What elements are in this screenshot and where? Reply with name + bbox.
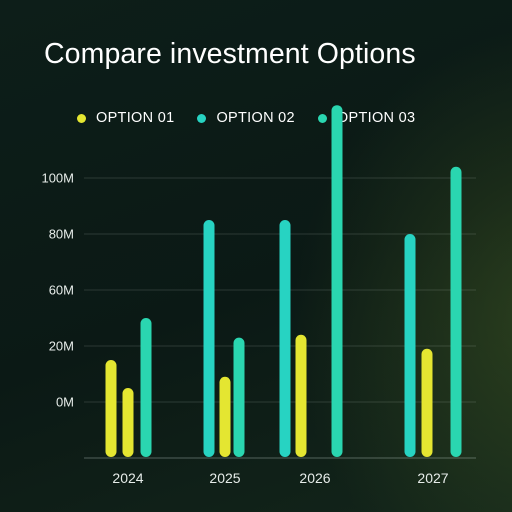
legend-dot-icon (77, 113, 86, 123)
bar-2027-option-01[interactable] (421, 348, 433, 457)
bar-2025-option-01[interactable] (219, 376, 231, 457)
legend-item-option-03[interactable]: OPTION 03 (317, 110, 416, 126)
legend-dot-icon (317, 113, 327, 123)
x-axis-category-labels: 2024 2025 2026 2027 (112, 470, 448, 486)
bar-2026-option-01[interactable] (295, 334, 307, 457)
y-axis-tick-labels: 100M 80M 60M 20M 0M (41, 171, 74, 410)
bars (105, 105, 462, 458)
legend-dot-icon (197, 113, 207, 123)
legend: OPTION 01 OPTION 02 OPTION 03 (77, 108, 438, 128)
y-tick-label: 60M (49, 283, 74, 298)
legend-label: OPTION 01 (96, 110, 175, 126)
y-tick-label: 80M (49, 227, 74, 242)
bar-2024-option-01[interactable] (105, 360, 117, 457)
x-category-label: 2024 (112, 470, 143, 486)
bar-2024-option-01[interactable] (122, 388, 134, 457)
legend-item-option-02[interactable]: OPTION 02 (197, 110, 295, 126)
bar-2024-option-03[interactable] (140, 318, 152, 457)
chart-title: Compare investment Options (44, 38, 416, 70)
bar-2025-option-03[interactable] (233, 337, 245, 457)
bar-2025-option-02[interactable] (203, 220, 215, 457)
y-tick-label: 100M (41, 171, 74, 186)
bar-2026-option-03[interactable] (331, 105, 343, 457)
x-category-label: 2025 (209, 470, 240, 486)
x-category-label: 2026 (299, 470, 330, 486)
bar-2027-option-03[interactable] (450, 166, 462, 458)
legend-item-option-01[interactable]: OPTION 01 (77, 110, 174, 126)
legend-label: OPTION 02 (216, 110, 295, 126)
y-tick-label: 0M (56, 395, 74, 410)
legend-label: OPTION 03 (336, 110, 416, 126)
bar-2026-option-02[interactable] (279, 220, 291, 457)
x-category-label: 2027 (417, 470, 448, 486)
bar-2027-option-02[interactable] (404, 234, 416, 457)
y-tick-label: 20M (49, 339, 74, 354)
